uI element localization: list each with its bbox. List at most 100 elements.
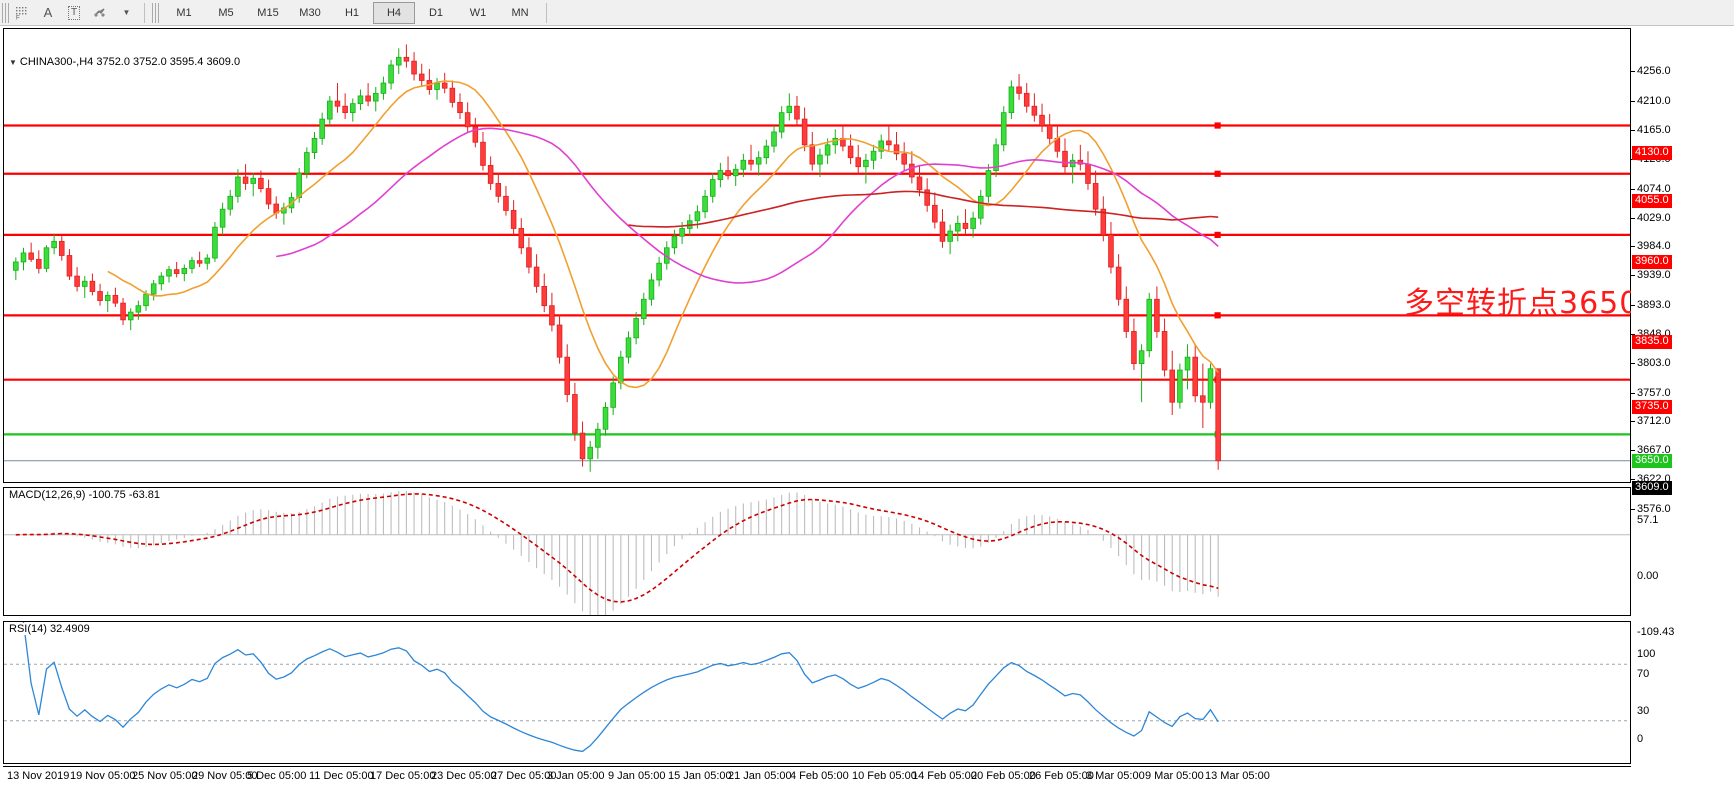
dropdown-caret-icon[interactable]: ▼	[113, 2, 139, 24]
timeframe-m15[interactable]: M15	[257, 6, 279, 19]
candle-body	[847, 145, 854, 159]
rsi-line	[22, 622, 1219, 753]
rsi-label: RSI(14) 32.4909	[7, 623, 92, 635]
timeframe-m1[interactable]: M1	[176, 6, 192, 19]
level-handle	[1214, 122, 1221, 129]
candle-body	[610, 382, 616, 408]
current-price[interactable]: 3609.0	[1632, 480, 1672, 495]
candle-body	[1069, 159, 1076, 168]
candle-body	[173, 269, 180, 274]
toolbar-grip[interactable]	[2, 2, 9, 23]
candle-body	[648, 279, 655, 300]
candle-body	[939, 221, 946, 242]
candle-body	[365, 95, 371, 102]
candle-body	[74, 275, 80, 287]
candle-body	[357, 95, 364, 105]
price-tick-4256.0: 4256.0	[1637, 65, 1671, 78]
price-tick-mark	[1631, 71, 1635, 73]
collapse-icon[interactable]: ▼	[9, 58, 17, 67]
grid-f-icon[interactable]: F	[9, 2, 35, 24]
timeframe-d1[interactable]: D1	[428, 6, 444, 19]
candle-body	[1146, 298, 1153, 352]
candle-body	[817, 154, 823, 165]
candle-body	[863, 159, 869, 168]
timeframe-grip[interactable]	[152, 2, 159, 23]
candle-body	[526, 247, 532, 268]
symbol-info-bar[interactable]: ▼ CHINA300-,H4 3752.0 3752.0 3595.4 3609.…	[7, 56, 243, 68]
price-tick-3939.0: 3939.0	[1637, 269, 1671, 282]
time-scale[interactable]: 13 Nov 2019 19 Nov 05:00 25 Nov 05:00 29 No…	[3, 766, 1631, 789]
candle-body	[97, 291, 103, 301]
resistance-3960[interactable]: 3960.0	[1632, 254, 1672, 269]
candle-body	[181, 267, 188, 274]
candle-body	[204, 257, 211, 264]
candle-body	[472, 126, 479, 143]
candle-body	[549, 305, 555, 326]
macd-histogram	[22, 490, 1219, 615]
candle-body	[679, 228, 685, 237]
candle-body	[1100, 208, 1107, 236]
text-label-icon[interactable]: T	[61, 2, 87, 24]
MA-orange	[107, 80, 1219, 389]
candle-body	[441, 82, 448, 89]
timeframe-w1[interactable]: W1	[469, 6, 487, 19]
candle-body	[411, 60, 417, 75]
text-label-glyph: T	[67, 5, 81, 20]
candle-body	[794, 105, 800, 120]
candle-body	[633, 318, 639, 339]
timeframe-h1[interactable]: H1	[344, 6, 360, 19]
candle-body	[870, 150, 877, 161]
candle-body	[334, 100, 341, 107]
support-3735[interactable]: 3735.0	[1632, 399, 1672, 414]
candle-body	[786, 105, 793, 114]
price-scale[interactable]: 4256.04210.04165.04120.04074.04029.03984…	[1631, 54, 1734, 790]
price-tick-mark	[1631, 333, 1635, 335]
candle-body	[265, 188, 272, 205]
candle-body	[350, 103, 356, 114]
main-toolbar: F A T ▼ M1 M5 M15 M30 H1 H4 D1 W1 MN	[0, 0, 1734, 26]
MA-magenta	[276, 127, 1219, 284]
macd-pane[interactable]	[3, 487, 1631, 616]
candle-body	[81, 280, 88, 287]
timeframe-h4[interactable]: H4	[373, 1, 415, 24]
candle-body	[533, 266, 540, 287]
time-label-10: 9 Jan 05:00	[608, 770, 666, 782]
resistance-4130[interactable]: 4130.0	[1632, 145, 1672, 160]
timeframe-mn[interactable]: MN	[511, 6, 529, 19]
candle-body	[725, 170, 731, 177]
time-label-13: 4 Feb 05:00	[790, 770, 849, 782]
macd-plot	[4, 490, 1630, 615]
text-a-icon[interactable]: A	[35, 2, 61, 24]
time-label-20: 13 Mar 05:00	[1205, 770, 1270, 782]
time-label-9: 3 Jan 05:00	[547, 770, 605, 782]
candle-body	[763, 145, 770, 159]
candle-body	[771, 131, 777, 147]
price-pane[interactable]	[3, 28, 1631, 483]
macd-scale-2: -109.43	[1637, 626, 1675, 638]
candle-body	[518, 228, 525, 249]
price-tick-3984.0: 3984.0	[1637, 240, 1671, 253]
pivot-3650[interactable]: 3650.0	[1632, 454, 1672, 469]
candle-body	[495, 183, 502, 197]
candle-body	[304, 152, 310, 174]
price-tick-mark	[1631, 362, 1635, 364]
resistance-3835[interactable]: 3835.0	[1632, 335, 1672, 350]
time-label-6: 17 Dec 05:00	[370, 770, 436, 782]
candle-body	[212, 226, 218, 259]
chart-area[interactable]: ▼ CHINA300-,H4 3752.0 3752.0 3595.4 3609.…	[0, 26, 1734, 790]
candle-body	[1046, 125, 1053, 139]
price-tick-4029.0: 4029.0	[1637, 211, 1671, 224]
timeframe-m5[interactable]: M5	[218, 6, 234, 19]
candle-body	[227, 195, 234, 210]
candle-body	[327, 100, 333, 120]
candle-body	[1154, 298, 1160, 332]
rsi-pane[interactable]	[3, 621, 1631, 764]
time-label-15: 14 Feb 05:00	[912, 770, 977, 782]
macd-scale-1: 0.00	[1637, 570, 1659, 582]
candle-body	[778, 112, 785, 133]
timeframe-m30[interactable]: M30	[299, 6, 321, 19]
candle-body	[1008, 86, 1015, 114]
objects-icon[interactable]	[87, 2, 113, 24]
price-tick-3893.0: 3893.0	[1637, 299, 1671, 312]
resistance-4055[interactable]: 4055.0	[1632, 193, 1672, 208]
